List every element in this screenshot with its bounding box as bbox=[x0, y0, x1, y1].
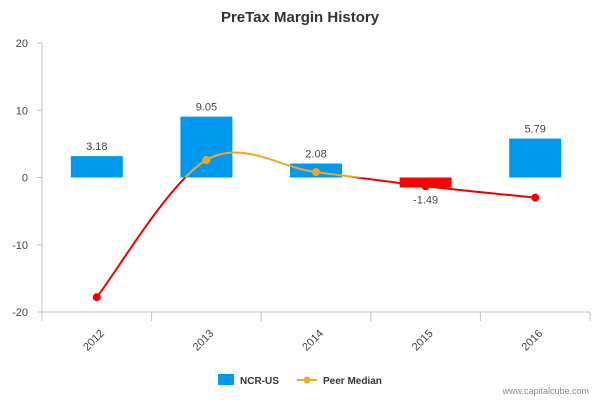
x-tick-label-2013: 2013 bbox=[191, 328, 217, 354]
peer-median-point-2012[interactable] bbox=[92, 293, 101, 302]
x-tick-label-2014: 2014 bbox=[300, 328, 326, 354]
legend-label-peer-median[interactable]: Peer Median bbox=[323, 376, 382, 387]
legend-marker-peer-median bbox=[303, 376, 311, 384]
line-series-peer-median bbox=[92, 151, 540, 302]
data-label-2013: 9.05 bbox=[196, 102, 217, 114]
data-label-2014: 2.08 bbox=[305, 149, 326, 161]
peer-median-line-below-zero bbox=[96, 177, 536, 298]
legend-label-ncr-us[interactable]: NCR-US bbox=[240, 376, 279, 387]
x-axis: 2012 2013 2014 2015 2016 bbox=[41, 311, 591, 354]
y-tick-label: 0 bbox=[22, 173, 28, 185]
peer-median-point-2014[interactable] bbox=[312, 168, 320, 177]
data-labels: 3.18 9.05 2.08 -1.49 5.79 bbox=[86, 102, 546, 207]
y-tick-label: 10 bbox=[16, 105, 28, 117]
peer-median-point-2015[interactable] bbox=[421, 182, 430, 191]
source-credit: www.capitalcube.com bbox=[501, 386, 589, 396]
legend-swatch-ncr-us bbox=[218, 374, 234, 385]
data-label-2012: 3.18 bbox=[86, 141, 107, 153]
x-tick-label-2016: 2016 bbox=[520, 328, 546, 354]
data-label-2015: -1.49 bbox=[413, 195, 438, 207]
peer-median-point-2016[interactable] bbox=[531, 193, 540, 202]
bar-2013[interactable] bbox=[180, 116, 233, 178]
y-tick-label: -20 bbox=[12, 307, 28, 319]
peer-median-point-2013[interactable] bbox=[202, 156, 211, 165]
legend: NCR-US Peer Median bbox=[218, 374, 382, 387]
bar-2016[interactable] bbox=[509, 138, 562, 178]
y-tick-label: -10 bbox=[12, 240, 28, 252]
y-axis: 20 10 0 -10 -20 bbox=[12, 38, 43, 319]
y-tick-label: 20 bbox=[16, 38, 28, 50]
chart-title: PreTax Margin History bbox=[221, 9, 380, 26]
x-tick-label-2012: 2012 bbox=[81, 328, 107, 354]
bar-series-ncr-us bbox=[70, 116, 562, 188]
x-tick-label-2015: 2015 bbox=[410, 328, 436, 354]
data-label-2016: 5.79 bbox=[524, 124, 545, 136]
peer-median-line-above-zero bbox=[183, 151, 366, 178]
bar-2012[interactable] bbox=[70, 156, 123, 178]
